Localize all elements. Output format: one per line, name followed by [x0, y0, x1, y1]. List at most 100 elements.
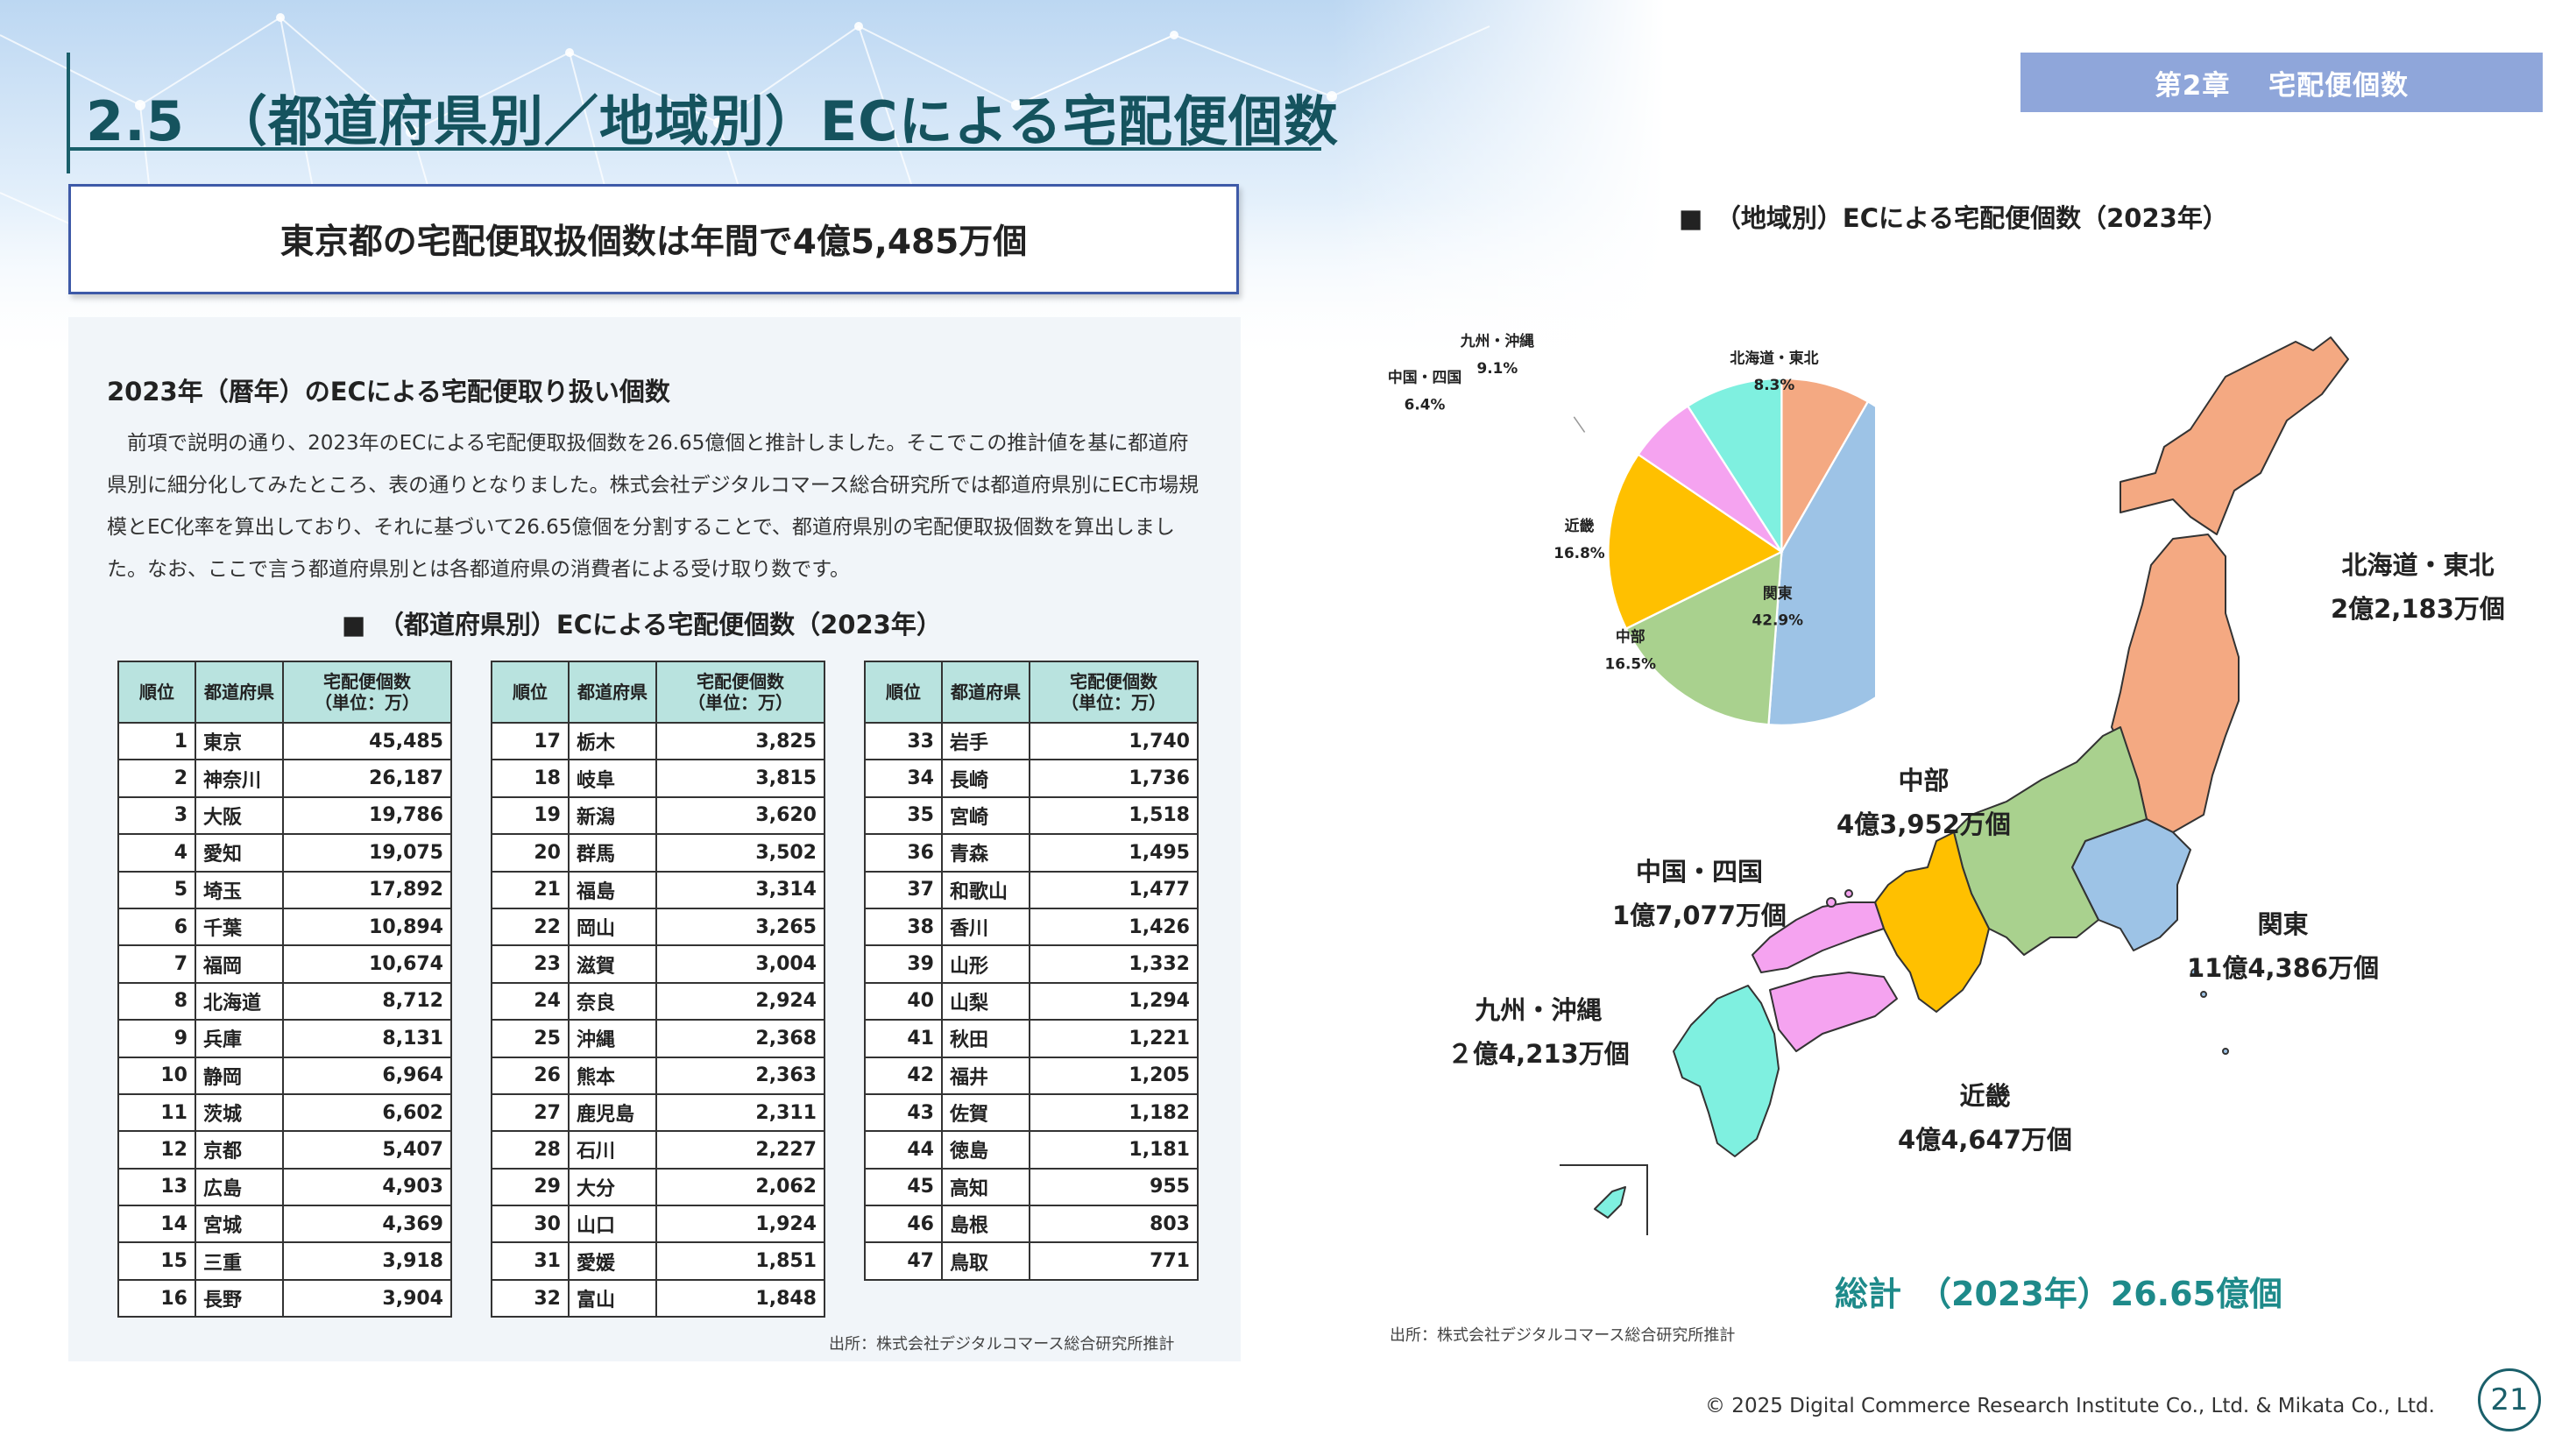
pie-slice-label: 九州・沖縄: [1460, 332, 1534, 350]
pref-cell: 兵庫: [195, 1019, 284, 1058]
pref-cell: 長野: [195, 1278, 284, 1318]
rank-cell: 1: [117, 721, 196, 761]
japan-region-map: [1560, 336, 2349, 1235]
value-cell: 1,332: [1029, 944, 1199, 984]
value-cell: 803: [1029, 1205, 1199, 1244]
map-hokkaido: [2120, 336, 2349, 535]
table-row: 4 愛知 19,075: [117, 833, 452, 873]
header-pref: 都道府県: [941, 661, 1030, 724]
ranking-table-1: 順位 都道府県 宅配便個数 （単位：万） 1 東京 45,485 2 神奈川 26,187 3…: [117, 661, 452, 1318]
rank-cell: 24: [491, 981, 570, 1021]
pref-cell: 岡山: [568, 907, 657, 947]
region-name: 北海道・東北: [2341, 550, 2495, 580]
table-row: 37 和歌山 1,477: [864, 870, 1199, 909]
table-caption: ■ （都道府県別）ECによる宅配便個数（2023年）: [342, 610, 942, 640]
value-cell: 1,924: [655, 1205, 825, 1244]
value-cell: 1,221: [1029, 1019, 1199, 1058]
rank-cell: 8: [117, 981, 196, 1021]
rank-cell: 44: [864, 1130, 943, 1170]
rank-cell: 37: [864, 870, 943, 909]
pref-cell: 佐賀: [941, 1092, 1030, 1133]
pref-cell: 山口: [568, 1205, 657, 1244]
table-row: 22 岡山 3,265: [491, 907, 825, 947]
table-row: 41 秋田 1,221: [864, 1019, 1199, 1058]
table-row: 11 茨城 6,602: [117, 1092, 452, 1133]
value-cell: 2,062: [655, 1167, 825, 1207]
region-pie-chart: 北海道・東北 8.3% 関東 42.9% 中部 16.5% 近畿 16.8% 中国・四国 6.4%…: [1388, 332, 1875, 726]
rank-cell: 4: [117, 833, 196, 873]
value-cell: 955: [1029, 1167, 1199, 1207]
rank-cell: 45: [864, 1167, 943, 1207]
header-rank: 順位: [491, 661, 570, 724]
value-cell: 10,894: [282, 907, 452, 947]
value-cell: 8,712: [282, 981, 452, 1021]
pref-cell: 徳島: [941, 1130, 1030, 1170]
value-cell: 1,181: [1029, 1130, 1199, 1170]
header-value-line2: （単位：万）: [315, 692, 420, 713]
rank-cell: 14: [117, 1205, 196, 1244]
rank-cell: 36: [864, 833, 943, 873]
pref-cell: 栃木: [568, 721, 657, 761]
rank-cell: 47: [864, 1241, 943, 1281]
map-label-hokkaido-tohoku: 北海道・東北 2億2,183万個: [2331, 543, 2505, 631]
table-row: 39 山形 1,332: [864, 944, 1199, 984]
table-row: 27 鹿児島 2,311: [491, 1092, 825, 1133]
map-chugoku: [1752, 901, 1885, 973]
table-row: 1 東京 45,485: [117, 721, 452, 761]
header-rank: 順位: [117, 661, 196, 724]
region-name: 九州・沖縄: [1475, 995, 1603, 1025]
table-row: 40 山梨 1,294: [864, 981, 1199, 1021]
table-row: 32 富山 1,848: [491, 1278, 825, 1318]
header-rank: 順位: [864, 661, 943, 724]
pref-cell: 大分: [568, 1167, 657, 1207]
rank-cell: 33: [864, 721, 943, 761]
pref-cell: 福井: [941, 1056, 1030, 1095]
pie-slice: [1624, 550, 1783, 726]
rank-cell: 23: [491, 944, 570, 984]
pref-cell: 北海道: [195, 981, 284, 1021]
value-cell: 17,892: [282, 870, 452, 909]
value-cell: 4,369: [282, 1205, 452, 1244]
rank-cell: 39: [864, 944, 943, 984]
pref-cell: 山梨: [941, 981, 1030, 1021]
region-name: 中国・四国: [1635, 857, 1763, 887]
map-okinawa: [1594, 1186, 1626, 1219]
header-value-line1: 宅配便個数: [323, 671, 411, 692]
value-cell: 1,851: [655, 1241, 825, 1281]
pref-cell: 静岡: [195, 1056, 284, 1095]
pref-cell: 沖縄: [568, 1019, 657, 1058]
pref-cell: 岩手: [941, 721, 1030, 761]
table-row: 2 神奈川 26,187: [117, 759, 452, 798]
value-cell: 2,924: [655, 981, 825, 1021]
pie-slice-label: 近畿: [1565, 517, 1595, 534]
rank-cell: 6: [117, 907, 196, 947]
rank-cell: 16: [117, 1278, 196, 1318]
pref-cell: 滋賀: [568, 944, 657, 984]
rank-cell: 31: [491, 1241, 570, 1281]
pref-cell: 福島: [568, 870, 657, 909]
value-cell: 1,740: [1029, 721, 1199, 761]
page-number: 21: [2478, 1368, 2541, 1431]
table-row: 42 福井 1,205: [864, 1056, 1199, 1095]
pref-cell: 三重: [195, 1241, 284, 1281]
header-value-line2: （単位：万）: [688, 692, 793, 713]
map-okinawa-inset-frame: [1560, 1164, 1648, 1235]
header-pref: 都道府県: [195, 661, 284, 724]
pie-slice-percent: 16.8%: [1553, 544, 1605, 562]
region-amount: ２億4,213万個: [1447, 1039, 1630, 1069]
pref-cell: 愛媛: [568, 1241, 657, 1281]
table-row: 19 新潟 3,620: [491, 795, 825, 836]
value-cell: 3,825: [655, 721, 825, 761]
value-cell: 771: [1029, 1241, 1199, 1281]
pref-cell: 群馬: [568, 833, 657, 873]
table-row: 36 青森 1,495: [864, 833, 1199, 873]
pref-cell: 和歌山: [941, 870, 1030, 909]
header-value: 宅配便個数 （単位：万）: [1029, 661, 1199, 724]
rank-cell: 22: [491, 907, 570, 947]
pie-slice-label: 北海道・東北: [1730, 349, 1818, 366]
rank-cell: 2: [117, 759, 196, 798]
pie-slice-label: 中部: [1616, 628, 1645, 646]
map-label-kinki: 近畿 4億4,647万個: [1898, 1074, 2072, 1162]
pref-cell: 大阪: [195, 795, 284, 836]
table-row: 6 千葉 10,894: [117, 907, 452, 947]
